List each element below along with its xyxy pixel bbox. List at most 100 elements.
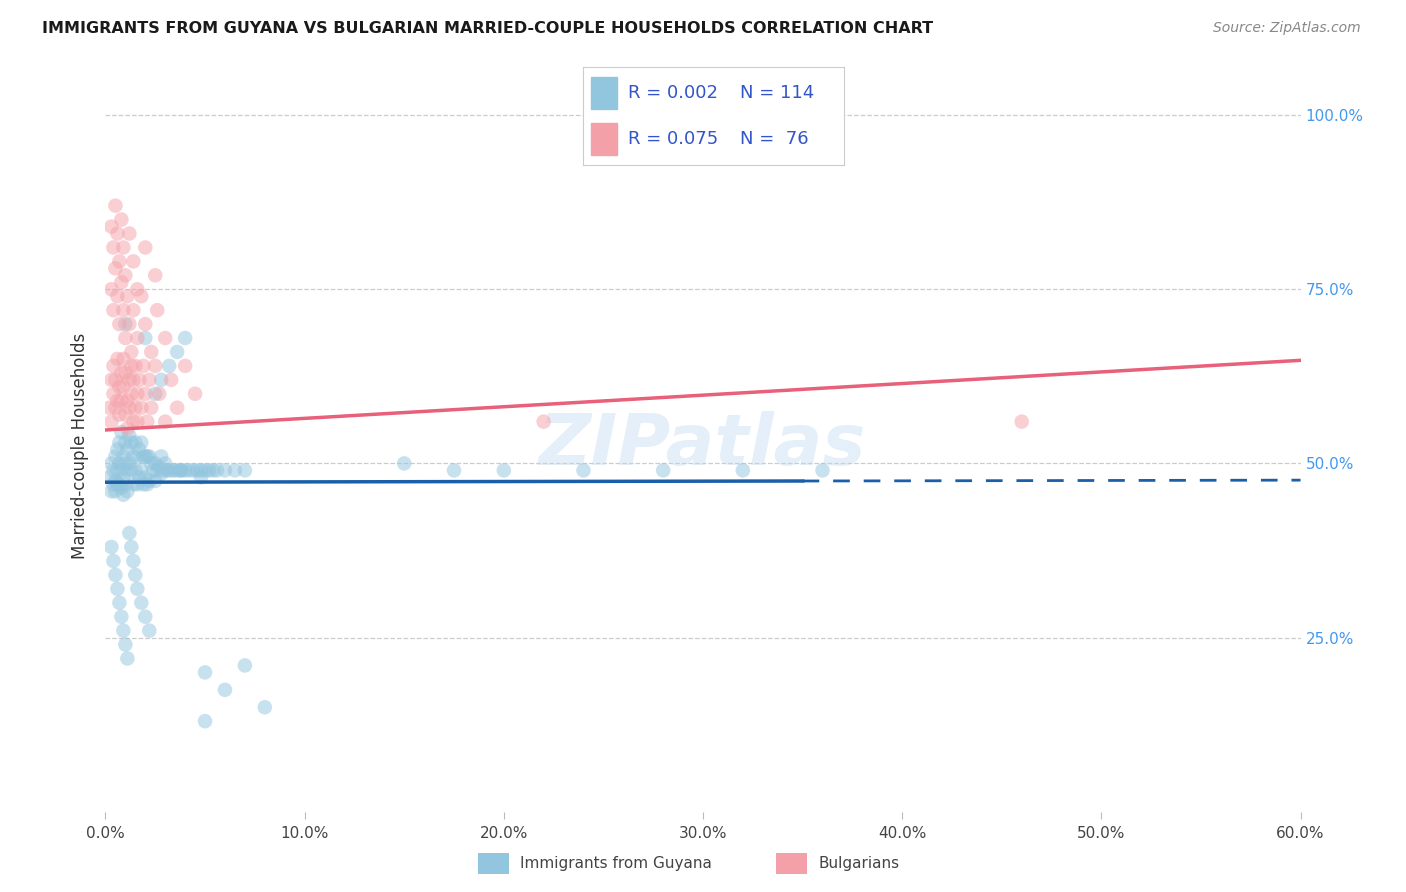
Point: [167, 463, 190, 477]
Point: [129, 401, 153, 415]
Point: [129, 435, 153, 450]
Point: [134, 609, 156, 624]
Point: [100, 373, 122, 387]
Point: [160, 373, 183, 387]
Point: [107, 289, 129, 303]
Point: [110, 425, 132, 439]
Point: [166, 401, 188, 415]
Point: [117, 421, 139, 435]
Point: [112, 470, 135, 484]
Point: [134, 317, 156, 331]
Point: [118, 526, 141, 541]
Point: [112, 450, 135, 464]
Point: [181, 463, 204, 477]
Point: [184, 386, 207, 401]
Point: [122, 477, 145, 491]
Point: [107, 477, 129, 491]
Point: [120, 540, 142, 554]
Point: [120, 386, 142, 401]
Point: [134, 470, 156, 484]
Point: [114, 408, 136, 422]
Point: [157, 359, 180, 373]
Point: [104, 484, 127, 499]
Point: [98, 470, 121, 484]
Text: R = 0.075: R = 0.075: [627, 130, 718, 148]
Point: [103, 463, 125, 477]
Point: [153, 331, 177, 345]
Point: [224, 463, 246, 477]
Point: [108, 477, 131, 491]
Text: ZIPatlas: ZIPatlas: [540, 411, 866, 481]
Point: [110, 609, 132, 624]
Point: [128, 373, 150, 387]
Point: [194, 714, 217, 728]
Point: [148, 386, 170, 401]
Point: [127, 331, 149, 345]
Text: N = 114: N = 114: [740, 84, 814, 102]
Point: [100, 484, 122, 499]
Point: [134, 450, 156, 464]
Point: [152, 463, 174, 477]
Point: [117, 463, 139, 477]
Point: [100, 282, 122, 296]
Point: [103, 477, 125, 491]
Point: [112, 240, 135, 254]
Point: [127, 386, 149, 401]
Point: [127, 450, 149, 464]
Point: [114, 317, 136, 331]
Point: [141, 401, 163, 415]
Point: [143, 359, 166, 373]
Point: [103, 359, 125, 373]
Point: [186, 463, 208, 477]
Point: [108, 457, 131, 471]
Point: [100, 540, 122, 554]
Point: [110, 212, 132, 227]
Point: [104, 401, 127, 415]
Point: [136, 477, 159, 491]
Point: [114, 268, 136, 283]
Point: [811, 463, 834, 477]
Point: [174, 331, 197, 345]
Point: [118, 401, 141, 415]
Point: [117, 651, 139, 665]
Point: [108, 380, 131, 394]
Point: [100, 457, 122, 471]
Point: [157, 463, 180, 477]
Point: [177, 463, 201, 477]
Point: [162, 463, 184, 477]
Point: [1011, 415, 1033, 429]
Point: [110, 481, 132, 495]
Point: [120, 435, 142, 450]
Point: [108, 254, 131, 268]
Point: [103, 386, 125, 401]
Point: [104, 261, 127, 276]
Point: [114, 457, 136, 471]
Point: [117, 393, 139, 408]
Point: [124, 567, 146, 582]
Point: [122, 303, 145, 318]
Point: [143, 386, 166, 401]
Point: [124, 359, 146, 373]
Point: [112, 351, 135, 366]
Point: [122, 254, 145, 268]
Point: [124, 463, 146, 477]
Point: [134, 386, 156, 401]
Point: [112, 303, 135, 318]
Point: [146, 463, 169, 477]
Point: [129, 596, 153, 610]
Point: [122, 415, 145, 429]
Point: [143, 457, 166, 471]
Text: Source: ZipAtlas.com: Source: ZipAtlas.com: [1213, 21, 1361, 36]
Text: R = 0.002: R = 0.002: [627, 84, 717, 102]
Point: [174, 463, 197, 477]
Point: [138, 373, 160, 387]
Point: [492, 463, 515, 477]
Point: [104, 450, 127, 464]
Point: [127, 415, 149, 429]
Point: [138, 474, 160, 488]
Point: [141, 345, 163, 359]
Point: [108, 317, 131, 331]
Point: [118, 317, 141, 331]
Point: [112, 624, 135, 638]
Point: [118, 457, 141, 471]
